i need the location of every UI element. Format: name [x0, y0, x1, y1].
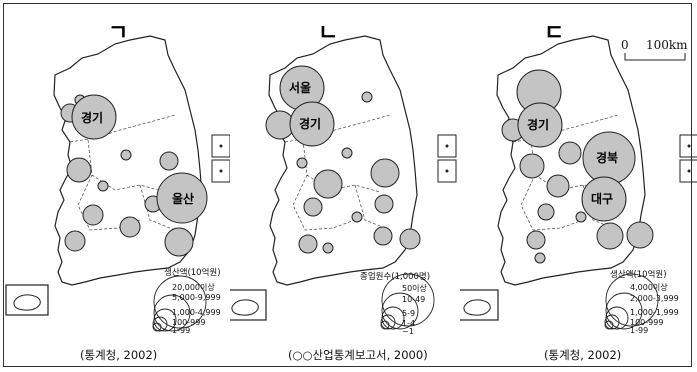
ulleung-inset-2 — [437, 134, 457, 158]
bubble — [558, 141, 582, 165]
bubble — [374, 194, 394, 214]
legend-item: 4,000이상 — [630, 283, 668, 292]
bubble — [341, 147, 353, 159]
legend-title-2: 종업원수(1,000명) — [360, 272, 431, 282]
bubble — [296, 157, 308, 169]
bubble-daegu — [581, 176, 627, 222]
bubble — [66, 157, 92, 183]
dokdo-inset-2 — [437, 159, 457, 183]
korea-map-1: ㄱ 경기 울산 — [5, 21, 230, 332]
bubble-gyeonggi — [71, 94, 117, 140]
legend-item: 1-99 — [172, 326, 191, 335]
legend-circles-2 — [380, 273, 435, 330]
dokdo-inset-1 — [211, 159, 230, 183]
figure-frame — [3, 3, 692, 367]
island-dot — [687, 169, 691, 173]
bubble — [361, 91, 373, 103]
legend-item: 1,000-4,999 — [172, 308, 221, 317]
island-dot — [687, 144, 691, 148]
bubble — [370, 158, 400, 188]
bubble — [82, 204, 104, 226]
bubble-ulsan — [156, 172, 208, 224]
island-dot — [219, 169, 223, 173]
legend-item: 2,000-3,999 — [630, 294, 679, 303]
province-lines-1 — [69, 114, 176, 231]
bubble-label-gyeongbuk: 경북 — [596, 151, 618, 165]
jeju-island-2 — [231, 299, 259, 316]
bubble — [64, 230, 86, 252]
bubble — [303, 197, 323, 217]
map-panel-1: ㄱ 경기 울산 — [0, 0, 230, 372]
bubble — [526, 230, 546, 250]
ulleung-inset-1 — [211, 134, 230, 158]
panel-letter-2: ㄴ — [318, 21, 338, 46]
bubble — [626, 221, 654, 249]
legend-item: 5,000-9,999 — [172, 293, 221, 302]
bubble — [546, 174, 570, 198]
bubble — [519, 153, 545, 179]
scale-end-label: 100km — [646, 38, 688, 52]
legend-item: 50이상 — [402, 284, 427, 293]
bubble-gyeonggi — [517, 102, 563, 148]
source-label-1: (통계청, 2002) — [80, 348, 158, 362]
korea-map-2: ㄴ 서울 경기 — [230, 21, 457, 330]
korea-map-3: ㄷ 경기 경북 대구 — [460, 21, 697, 330]
legend-item: 1-4 — [402, 319, 416, 328]
island-dot — [445, 169, 449, 173]
bubble — [119, 216, 141, 238]
panel-letter-3: ㄷ — [544, 21, 564, 46]
bubble — [596, 222, 624, 250]
bubble — [322, 242, 334, 254]
dokdo-inset-3 — [679, 159, 697, 183]
jeju-island-1 — [13, 294, 41, 311]
bubble — [534, 252, 546, 264]
korea-outline-2 — [268, 35, 418, 286]
bubble — [298, 234, 318, 254]
island-dot — [445, 144, 449, 148]
scale-start-label: 0 — [621, 38, 629, 52]
ulleung-inset-3 — [679, 134, 697, 158]
jeju-inset-2 — [230, 289, 267, 321]
source-label-2: (○○산업통계보고서, 2000) — [288, 348, 428, 362]
legend-item: 1,000-1,999 — [630, 308, 679, 317]
legend-item: 20,000이상 — [172, 283, 215, 292]
island-dot — [219, 144, 223, 148]
legend-title-3: 생산액(10억원) — [610, 270, 667, 280]
bubble — [537, 203, 555, 221]
legend-circles-3 — [604, 273, 659, 330]
bubble-label-seoul: 서울 — [289, 80, 311, 95]
legend-item: 10-49 — [402, 295, 426, 304]
legend-item: ~1 — [402, 327, 414, 336]
bubble-label-daegu: 대구 — [591, 192, 613, 206]
legend-circles-1 — [152, 275, 207, 332]
legend-item: 5-9 — [402, 309, 416, 318]
source-label-3: (통계청, 2002) — [544, 348, 622, 362]
bubble — [351, 211, 363, 223]
legend-item: 100-999 — [630, 318, 664, 327]
bubble — [159, 151, 179, 171]
bubble-label-gyeonggi: 경기 — [81, 110, 103, 125]
legend-item: 1-99 — [630, 326, 649, 335]
panel-letter-1: ㄱ — [108, 21, 128, 46]
korea-outline-3 — [496, 35, 646, 286]
bubble — [373, 226, 393, 246]
bubble-label-gyeonggi: 경기 — [527, 117, 549, 132]
bubble — [575, 211, 587, 223]
bubble-gyeonggi — [289, 101, 335, 147]
bubble — [164, 227, 194, 257]
bubble — [120, 149, 132, 161]
bubble-label-ulsan: 울산 — [172, 191, 194, 206]
map-panel-3: ㄷ 경기 경북 대구 — [460, 0, 697, 372]
bubble — [399, 228, 421, 250]
scale-bar — [624, 53, 686, 61]
legend-title-1: 생산액(10억원) — [164, 268, 221, 278]
jeju-island-3 — [463, 299, 491, 316]
jeju-inset-1 — [5, 284, 49, 316]
jeju-inset-3 — [460, 289, 499, 321]
bubble — [97, 180, 109, 192]
map-panel-2: ㄴ 서울 경기 — [230, 0, 460, 372]
legend-item: 100-999 — [172, 318, 206, 327]
bubble-label-gyeonggi: 경기 — [299, 116, 321, 131]
bubble — [313, 169, 343, 199]
